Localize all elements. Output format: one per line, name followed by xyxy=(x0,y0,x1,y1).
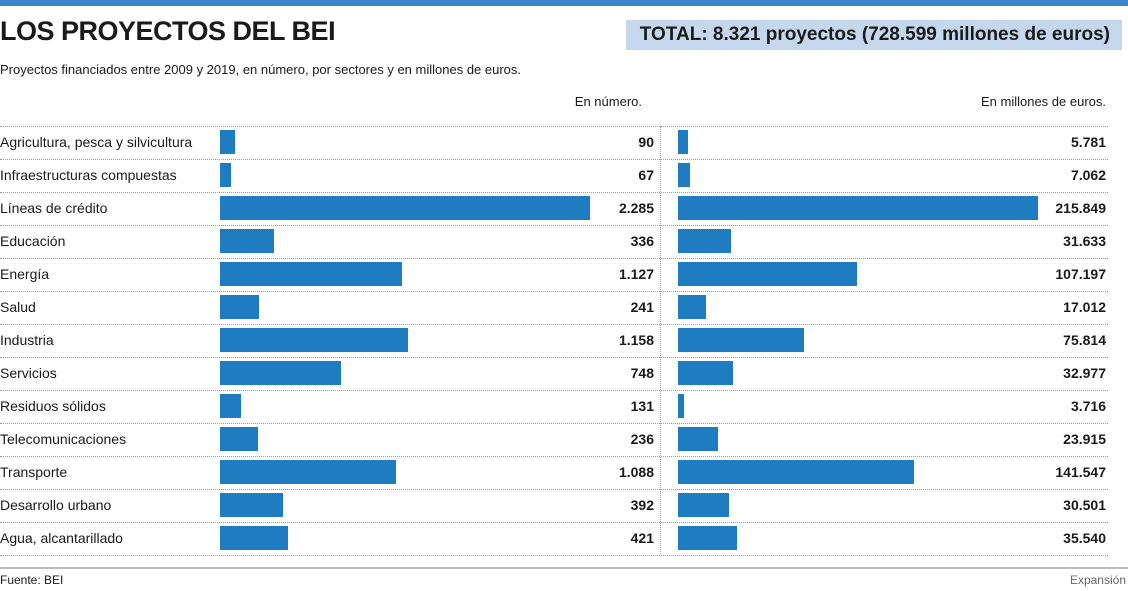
category-label: Residuos sólidos xyxy=(0,398,106,414)
right-column-header: En millones de euros. xyxy=(980,94,1106,109)
bar-count xyxy=(220,328,408,352)
bar-amount xyxy=(678,493,729,517)
value-label-count: 1.127 xyxy=(618,266,654,282)
category-label: Educación xyxy=(0,233,66,249)
value-label-amount: 17.012 xyxy=(1063,299,1106,315)
value-label-amount: 215.849 xyxy=(1055,200,1106,216)
bar-count xyxy=(220,394,242,418)
bar-count xyxy=(220,526,289,550)
value-label-amount: 30.501 xyxy=(1063,497,1106,513)
row-divider xyxy=(0,456,1108,457)
bar-count xyxy=(220,229,275,253)
category-label: Industria xyxy=(0,332,54,348)
bar-amount xyxy=(678,229,731,253)
value-label-amount: 32.977 xyxy=(1063,365,1106,381)
bar-count xyxy=(220,427,259,451)
row-divider xyxy=(0,324,1108,325)
bar-amount xyxy=(678,196,1038,220)
value-label-count: 236 xyxy=(630,431,654,447)
value-label-count: 90 xyxy=(638,134,654,150)
bar-amount xyxy=(678,130,688,154)
bar-amount xyxy=(678,328,805,352)
value-label-amount: 23.915 xyxy=(1063,431,1106,447)
bar-amount xyxy=(678,394,685,418)
row-divider xyxy=(0,291,1108,292)
chart-title: LOS PROYECTOS DEL BEI xyxy=(0,16,336,46)
value-label-count: 241 xyxy=(630,299,654,315)
value-label-amount: 31.633 xyxy=(1063,233,1106,249)
row-divider xyxy=(0,126,1108,127)
bar-count xyxy=(220,493,284,517)
row-divider xyxy=(0,555,1108,556)
category-label: Agua, alcantarillado xyxy=(0,530,123,546)
value-label-count: 392 xyxy=(630,497,654,513)
bar-amount xyxy=(678,295,707,319)
category-label: Infraestructuras compuestas xyxy=(0,167,177,183)
source-note: Fuente: BEI xyxy=(0,573,64,587)
bar-count xyxy=(220,361,342,385)
value-label-amount: 107.197 xyxy=(1055,266,1106,282)
category-label: Servicios xyxy=(0,365,57,381)
value-label-amount: 7.062 xyxy=(1070,167,1106,183)
category-label: Desarrollo urbano xyxy=(0,497,112,513)
value-label-count: 336 xyxy=(630,233,654,249)
value-label-amount: 141.547 xyxy=(1055,464,1106,480)
category-label: Telecomunicaciones xyxy=(0,431,127,447)
row-divider xyxy=(0,489,1108,490)
bar-amount xyxy=(678,262,857,286)
row-divider xyxy=(0,357,1108,358)
panel-separator xyxy=(660,126,661,554)
publisher-credit: Expansión xyxy=(1069,573,1126,587)
footer-rule xyxy=(0,567,1128,569)
row-divider xyxy=(0,159,1108,160)
bar-amount xyxy=(678,460,915,484)
bar-count xyxy=(220,460,397,484)
bar-amount xyxy=(678,361,733,385)
bar-count xyxy=(220,196,590,220)
category-label: Salud xyxy=(0,299,36,315)
value-label-count: 421 xyxy=(630,530,654,546)
bar-amount xyxy=(678,163,690,187)
row-divider xyxy=(0,192,1108,193)
left-column-header: En número. xyxy=(574,94,642,109)
bar-count xyxy=(220,262,403,286)
value-label-count: 67 xyxy=(638,167,654,183)
value-label-count: 1.088 xyxy=(618,464,654,480)
total-box: TOTAL: 8.321 proyectos (728.599 millones… xyxy=(626,20,1122,50)
value-label-count: 2.285 xyxy=(618,200,654,216)
row-divider xyxy=(0,225,1108,226)
row-divider xyxy=(0,522,1108,523)
value-label-count: 131 xyxy=(630,398,654,414)
bar-amount xyxy=(678,526,738,550)
row-divider xyxy=(0,390,1108,391)
row-divider xyxy=(0,258,1108,259)
bar-count xyxy=(220,163,231,187)
value-label-amount: 75.814 xyxy=(1063,332,1106,348)
value-label-amount: 3.716 xyxy=(1070,398,1106,414)
bar-count xyxy=(220,295,260,319)
value-label-amount: 35.540 xyxy=(1063,530,1106,546)
row-divider xyxy=(0,423,1108,424)
value-label-amount: 5.781 xyxy=(1070,134,1106,150)
category-label: Líneas de crédito xyxy=(0,200,108,216)
top-accent-rule xyxy=(0,0,1128,6)
category-label: Agricultura, pesca y silvicultura xyxy=(0,134,193,150)
chart-subtitle: Proyectos financiados entre 2009 y 2019,… xyxy=(0,62,522,77)
bar-amount xyxy=(678,427,718,451)
bar-count xyxy=(220,130,235,154)
value-label-count: 748 xyxy=(630,365,654,381)
category-label: Transporte xyxy=(0,464,68,480)
value-label-count: 1.158 xyxy=(618,332,654,348)
category-label: Energía xyxy=(0,266,50,282)
